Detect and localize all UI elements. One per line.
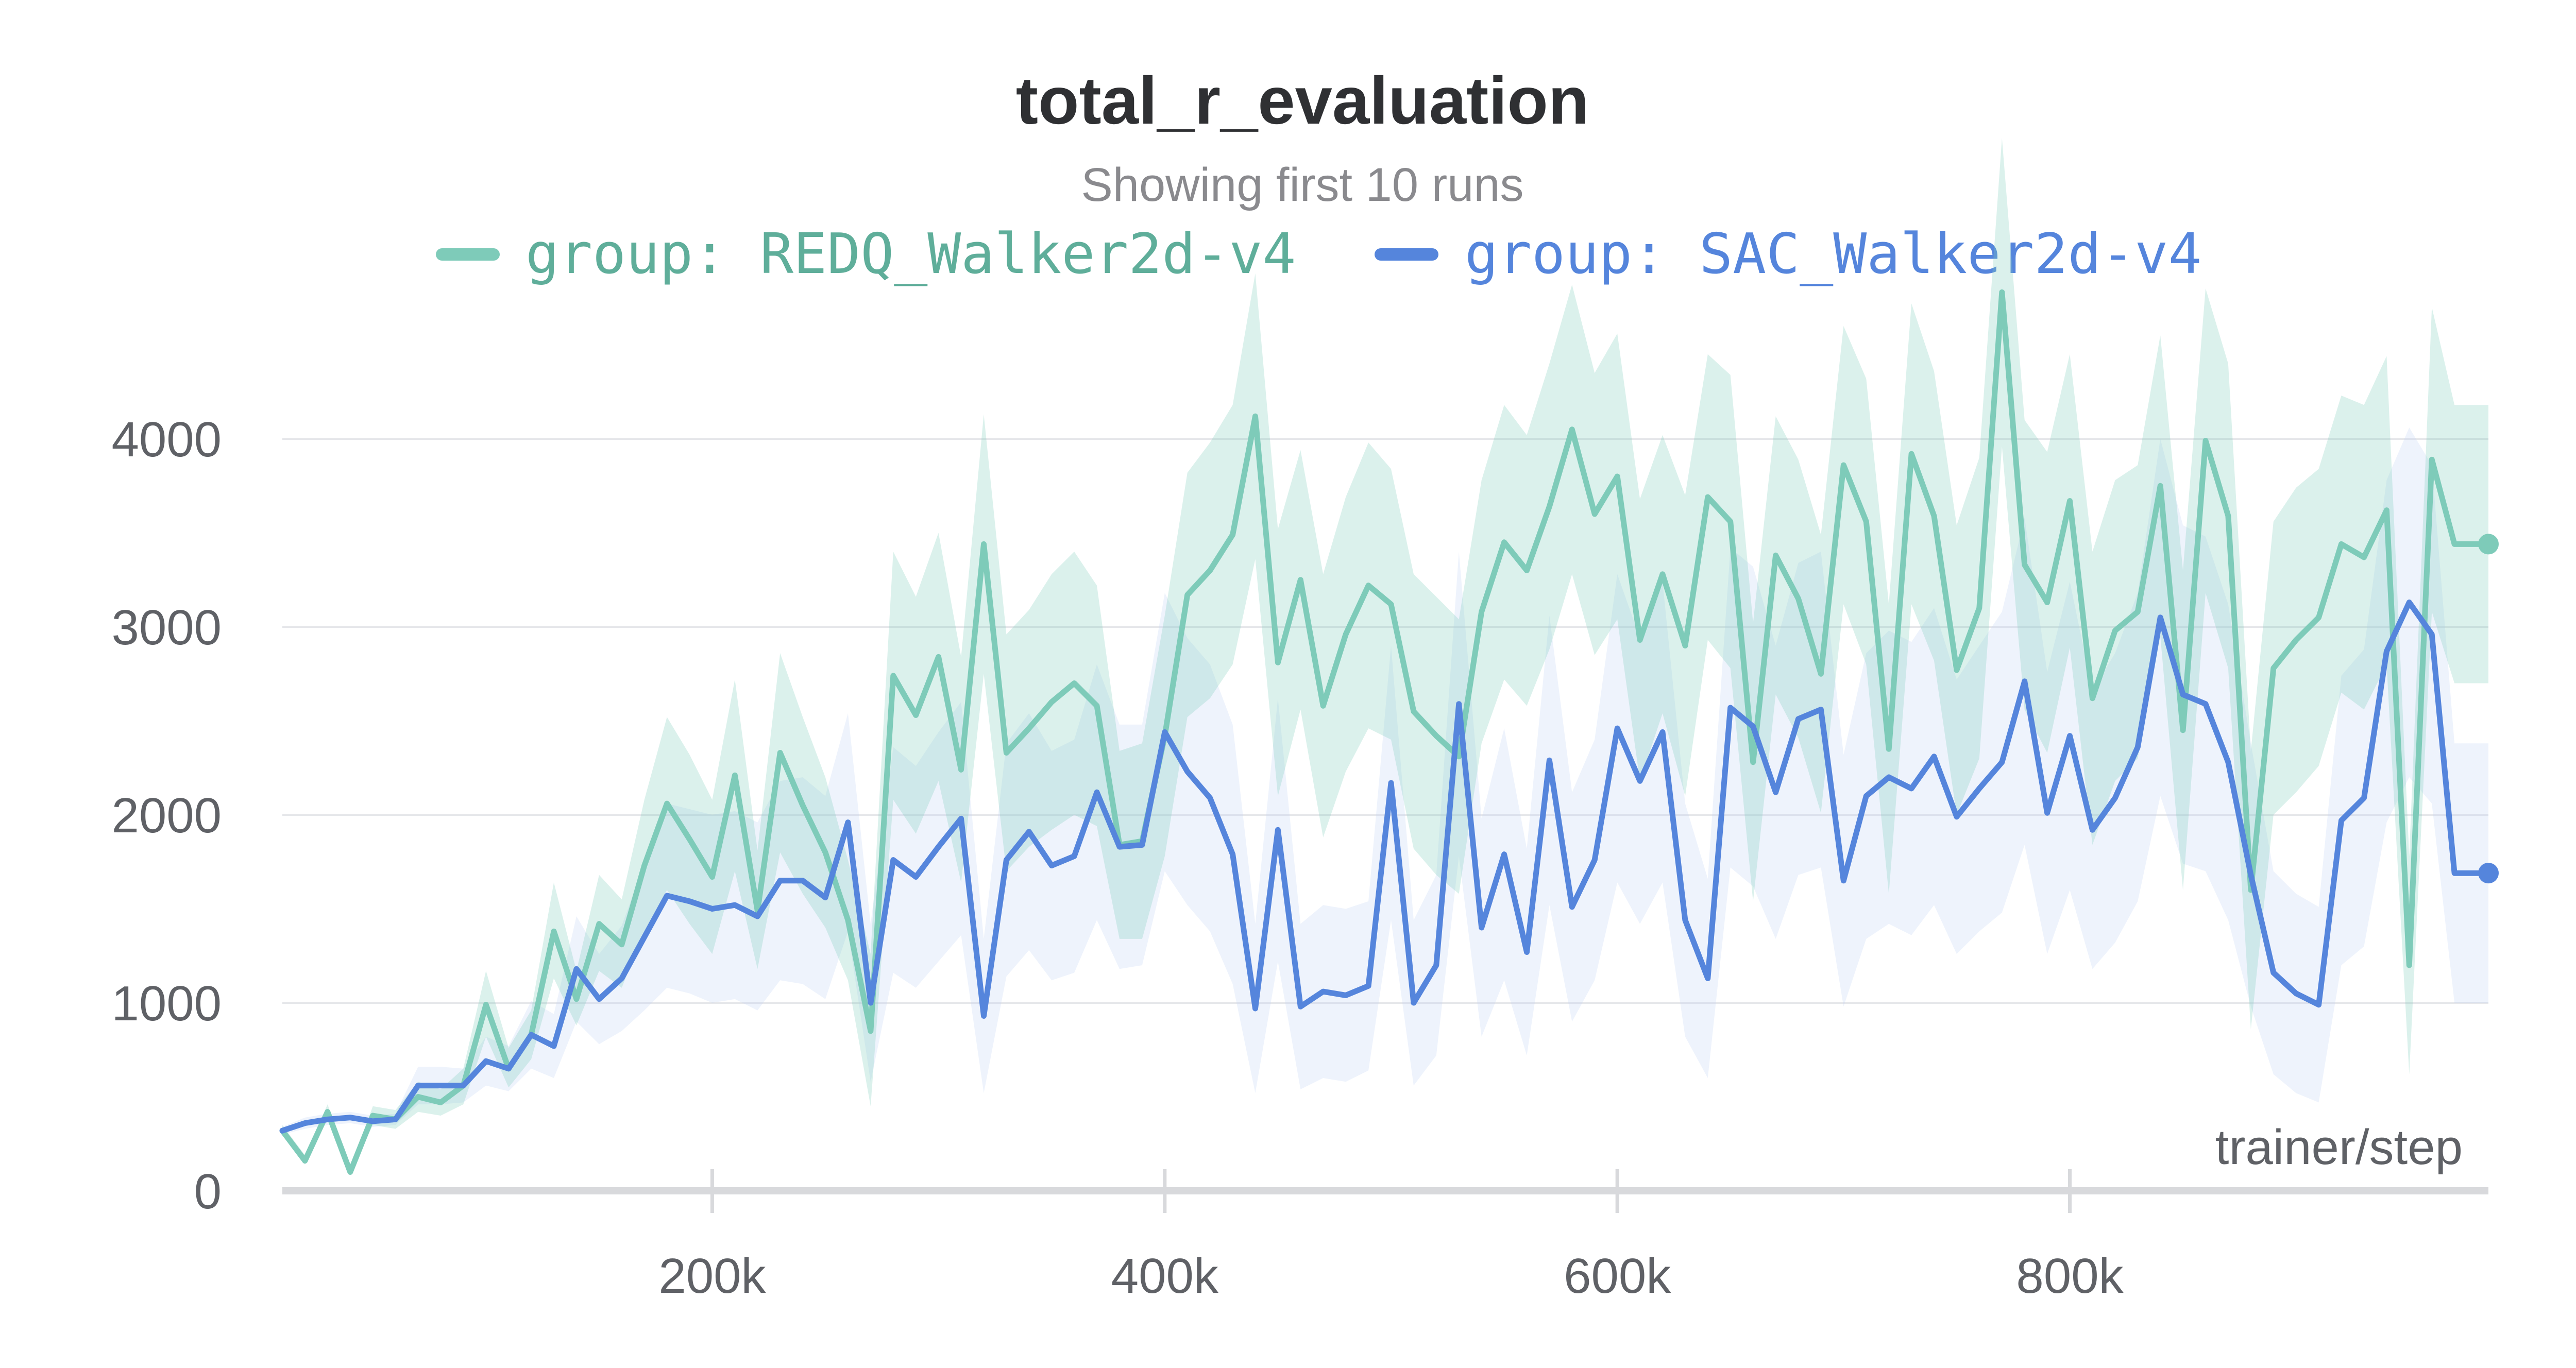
x-tick-label: 800k	[2016, 1249, 2124, 1304]
y-tick-label: 1000	[111, 976, 222, 1031]
x-axis-label: trainer/step	[2215, 1120, 2463, 1175]
legend-label-sac: group: SAC_Walker2d-v4	[1465, 222, 2201, 286]
y-tick-label: 3000	[111, 600, 222, 655]
series-endpoint	[2478, 863, 2499, 884]
chart-subtitle: Showing first 10 runs	[1081, 159, 1523, 211]
grid	[282, 438, 2488, 1004]
error-band	[282, 427, 2488, 1135]
series-lines	[279, 289, 2499, 1175]
y-tick-label: 2000	[111, 788, 222, 843]
x-tick-label: 400k	[1111, 1249, 1219, 1304]
y-tick-label: 4000	[111, 412, 222, 467]
tick-labels: 0 1000 2000 3000 4000 200k 400k 600k 800k	[111, 412, 2124, 1304]
legend: group: REDQ_Walker2d-v4 group: SAC_Walke…	[436, 222, 2201, 286]
chart-title: total_r_evaluation	[1016, 63, 1589, 138]
series-line	[279, 289, 2492, 1175]
x-tick-label: 600k	[1564, 1249, 1671, 1304]
axes	[282, 1169, 2488, 1213]
error-band	[282, 138, 2488, 1174]
legend-label-redq: group: REDQ_Walker2d-v4	[526, 222, 1296, 286]
series-line	[279, 600, 2492, 1134]
series-endpoint	[2478, 534, 2499, 555]
error-bands	[282, 138, 2488, 1174]
y-tick-label: 0	[194, 1164, 222, 1219]
x-tick-label: 200k	[658, 1249, 766, 1304]
